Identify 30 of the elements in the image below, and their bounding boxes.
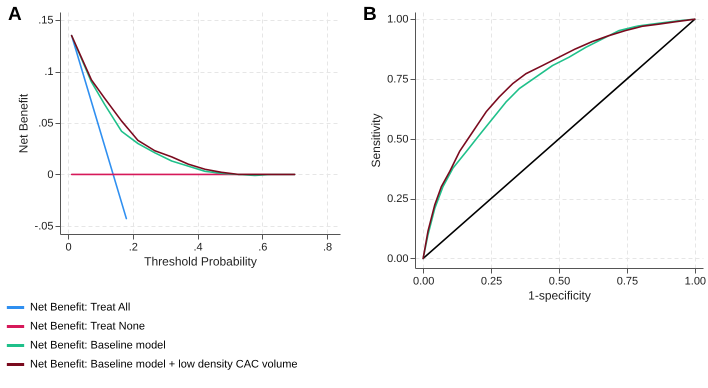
x-tick-label: .8 [322,242,332,254]
x-tick-label: .6 [258,242,268,254]
x-axis-title: 1-specificity [528,288,591,302]
x-tick-label: 0 [66,242,72,254]
y-tick-label: 0 [47,168,54,181]
y-tick-label: .15 [38,14,54,27]
legend-label: Net Benefit: Baseline model + low density CAC volume [30,358,298,370]
y-tick-label: .05 [38,118,54,130]
y-tick-label: -.05 [34,220,54,232]
y-tick-label: 1.00 [387,14,408,26]
legend-label: Net Benefit: Treat None [30,320,145,332]
y-tick-label: 0.25 [387,193,408,206]
y-tick-label: 0.00 [387,252,408,265]
x-axis-title: Threshold Probability [144,254,257,268]
y-axis-title: Net Benefit [16,93,31,154]
y-tick-label: 0.75 [387,73,408,86]
x-tick-label: .2 [128,242,138,254]
chart-title: B [363,4,377,25]
y-axis-title: Sensitivity [369,113,384,168]
legend-label: Net Benefit: Treat All [30,302,130,314]
x-tick-label: 0.00 [412,276,434,288]
y-tick-label: 0.50 [387,133,408,146]
x-tick-label: 0.25 [480,276,502,288]
x-tick-label: 1.00 [684,276,706,288]
chart-title: A [8,4,22,25]
y-tick-label: .1 [44,66,54,78]
x-tick-label: 0.75 [616,276,638,288]
x-tick-label: 0.50 [548,276,570,288]
legend-label: Net Benefit: Baseline model [30,340,166,352]
x-tick-label: .4 [193,242,203,254]
